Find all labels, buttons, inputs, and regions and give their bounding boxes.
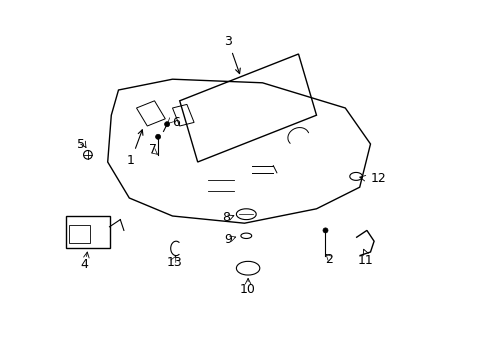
Text: 3: 3 bbox=[224, 35, 240, 73]
Text: 6: 6 bbox=[172, 116, 180, 129]
Text: 5: 5 bbox=[77, 138, 84, 151]
Text: 8: 8 bbox=[222, 211, 230, 224]
Text: 4: 4 bbox=[80, 258, 88, 271]
Circle shape bbox=[155, 134, 160, 139]
Text: 11: 11 bbox=[357, 254, 372, 267]
Text: 9: 9 bbox=[224, 233, 232, 246]
Text: 10: 10 bbox=[240, 283, 256, 296]
Circle shape bbox=[322, 228, 327, 233]
Text: 7: 7 bbox=[148, 143, 156, 156]
Circle shape bbox=[164, 122, 169, 127]
Text: 13: 13 bbox=[166, 256, 182, 269]
Text: 12: 12 bbox=[370, 172, 386, 185]
Text: 1: 1 bbox=[127, 130, 142, 167]
Text: 2: 2 bbox=[325, 253, 332, 266]
